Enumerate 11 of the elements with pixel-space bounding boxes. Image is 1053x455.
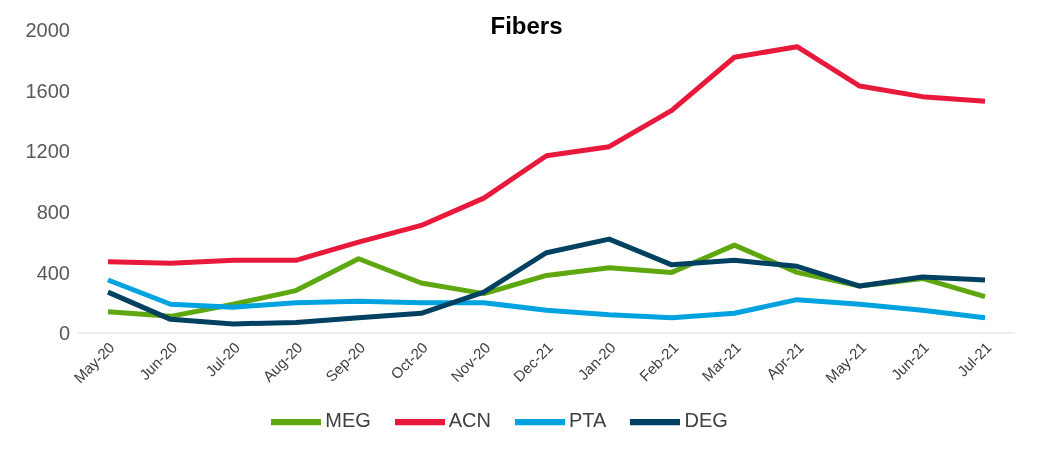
legend-label: PTA	[569, 409, 607, 432]
y-tick-label: 800	[36, 200, 70, 223]
y-tick-label: 1600	[25, 79, 70, 102]
y-tick-label: 0	[58, 322, 70, 345]
legend-label: ACN	[448, 409, 492, 432]
chart-title: Fibers	[490, 12, 563, 39]
y-tick-label: 2000	[25, 19, 70, 42]
legend-label: MEG	[325, 409, 371, 432]
legend-label: DEG	[684, 409, 728, 432]
y-tick-label: 1200	[25, 140, 70, 163]
y-tick-label: 400	[36, 261, 70, 284]
